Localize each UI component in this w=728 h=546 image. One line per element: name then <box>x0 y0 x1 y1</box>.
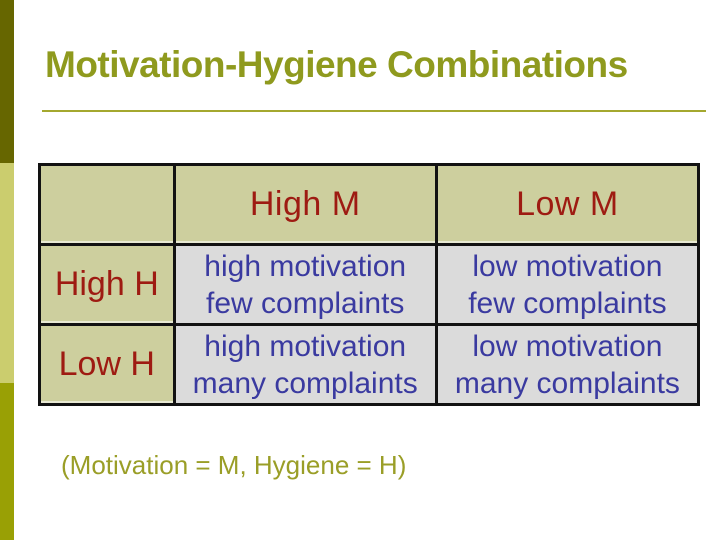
slide-title: Motivation-Hygiene Combinations <box>45 44 628 85</box>
column-header-low-m: Low M <box>434 163 701 246</box>
left-accent-bar-bottom <box>0 383 14 540</box>
cell-low-h-high-m: high motivation many complaints <box>172 323 438 406</box>
row-header-low-h: Low H <box>38 323 176 406</box>
cell-line: many complaints <box>192 366 418 400</box>
table-row-low-h: Low H high motivation many complaints lo… <box>38 323 701 406</box>
combinations-table: High M Low M High H high motivation few … <box>38 163 701 406</box>
cell-line: low motivation <box>472 329 663 363</box>
table-header-row: High M Low M <box>38 163 701 246</box>
left-accent-bar-middle <box>0 163 14 383</box>
cell-line: high motivation <box>204 249 407 283</box>
cell-line: many complaints <box>454 366 680 400</box>
cell-line: low motivation <box>472 249 663 283</box>
cell-high-h-high-m: high motivation few complaints <box>172 243 438 326</box>
table-row-high-h: High H high motivation few complaints lo… <box>38 243 701 326</box>
legend-caption: (Motivation = M, Hygiene = H) <box>61 450 407 480</box>
cell-high-h-low-m: low motivation few complaints <box>434 243 701 326</box>
cell-line: few complaints <box>205 286 405 320</box>
column-header-high-m: High M <box>172 163 438 246</box>
row-header-high-h: High H <box>38 243 176 326</box>
cell-low-h-low-m: low motivation many complaints <box>434 323 701 406</box>
cell-line: high motivation <box>204 329 407 363</box>
cell-line: few complaints <box>468 286 667 320</box>
title-underline <box>42 110 706 112</box>
corner-cell <box>38 163 176 246</box>
left-accent-bar-top <box>0 0 14 163</box>
